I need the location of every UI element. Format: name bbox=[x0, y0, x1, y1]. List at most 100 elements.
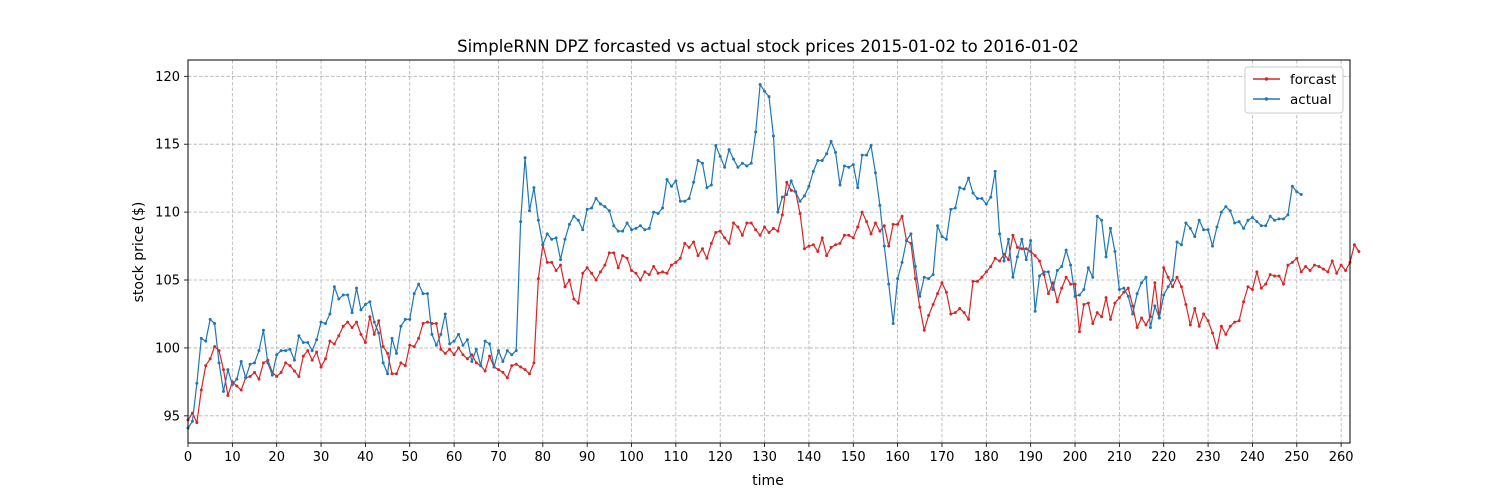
data-point-forcast bbox=[1330, 259, 1334, 263]
data-point-forcast bbox=[332, 342, 336, 346]
data-point-actual bbox=[430, 332, 434, 336]
data-point-forcast bbox=[998, 259, 1002, 263]
data-point-forcast bbox=[581, 271, 585, 275]
data-point-forcast bbox=[612, 251, 616, 255]
data-point-actual bbox=[785, 192, 789, 196]
data-point-actual bbox=[261, 328, 265, 332]
data-point-forcast bbox=[1184, 302, 1188, 306]
data-point-forcast bbox=[346, 320, 350, 324]
data-point-actual bbox=[465, 338, 469, 342]
data-point-actual bbox=[350, 311, 354, 315]
data-point-forcast bbox=[496, 368, 500, 372]
data-point-actual bbox=[310, 349, 314, 353]
data-point-forcast bbox=[372, 332, 376, 336]
legend-label-actual: actual bbox=[1290, 92, 1332, 108]
data-point-actual bbox=[341, 293, 345, 297]
data-point-actual bbox=[820, 159, 824, 162]
data-point-forcast bbox=[661, 270, 665, 274]
data-point-forcast bbox=[647, 273, 651, 277]
data-point-forcast bbox=[1215, 346, 1219, 350]
data-point-forcast bbox=[284, 361, 288, 365]
data-point-forcast bbox=[1339, 263, 1343, 267]
data-point-actual bbox=[922, 275, 926, 279]
data-point-forcast bbox=[1179, 285, 1183, 289]
data-point-actual bbox=[860, 153, 864, 157]
data-point-actual bbox=[1175, 240, 1179, 244]
data-point-forcast bbox=[1202, 312, 1206, 316]
data-point-forcast bbox=[891, 222, 895, 226]
data-point-actual bbox=[1202, 228, 1206, 232]
data-point-forcast bbox=[683, 241, 687, 245]
data-point-forcast bbox=[257, 377, 261, 381]
x-tick-label: 160 bbox=[885, 450, 910, 465]
data-point-forcast bbox=[1295, 256, 1299, 260]
data-point-actual bbox=[811, 169, 815, 173]
y-tick-label: 100 bbox=[155, 341, 180, 356]
data-point-actual bbox=[470, 360, 474, 364]
data-point-actual bbox=[1273, 218, 1277, 222]
data-point-actual bbox=[829, 139, 833, 143]
data-point-actual bbox=[851, 163, 855, 167]
data-point-actual bbox=[590, 206, 594, 210]
data-point-forcast bbox=[953, 311, 957, 315]
x-tick-label: 20 bbox=[268, 450, 285, 465]
data-point-actual bbox=[1100, 218, 1104, 222]
data-point-forcast bbox=[204, 364, 208, 368]
data-point-forcast bbox=[1015, 245, 1019, 249]
data-point-actual bbox=[1259, 224, 1263, 228]
data-point-actual bbox=[394, 351, 398, 355]
data-point-actual bbox=[661, 206, 665, 210]
data-point-actual bbox=[253, 361, 257, 365]
data-point-forcast bbox=[443, 351, 447, 355]
data-point-actual bbox=[390, 336, 394, 340]
data-point-actual bbox=[1095, 214, 1099, 218]
legend-label-forcast: forcast bbox=[1290, 72, 1336, 88]
data-point-forcast bbox=[1219, 324, 1223, 328]
chart-title: SimpleRNN DPZ forcasted vs actual stock … bbox=[457, 37, 1079, 56]
data-point-actual bbox=[758, 82, 762, 86]
data-point-forcast bbox=[510, 364, 514, 368]
data-point-forcast bbox=[621, 254, 625, 258]
data-point-forcast bbox=[1064, 275, 1068, 279]
data-point-forcast bbox=[550, 260, 554, 264]
data-point-forcast bbox=[634, 271, 638, 275]
data-point-forcast bbox=[838, 241, 842, 245]
data-point-actual bbox=[257, 349, 261, 353]
data-point-forcast bbox=[785, 180, 789, 184]
data-point-actual bbox=[603, 205, 607, 209]
data-point-forcast bbox=[931, 302, 935, 306]
data-point-actual bbox=[984, 202, 988, 206]
data-point-forcast bbox=[359, 332, 363, 336]
data-point-forcast bbox=[381, 345, 385, 349]
data-point-forcast bbox=[1250, 288, 1254, 292]
data-point-actual bbox=[559, 258, 563, 262]
data-point-forcast bbox=[1033, 254, 1037, 258]
data-point-actual bbox=[949, 207, 953, 211]
data-point-actual bbox=[847, 165, 851, 169]
data-point-actual bbox=[958, 186, 962, 190]
data-point-forcast bbox=[754, 228, 758, 232]
data-point-actual bbox=[825, 152, 829, 156]
data-point-forcast bbox=[798, 211, 802, 215]
x-tick-label: 90 bbox=[579, 450, 596, 465]
data-point-actual bbox=[1038, 274, 1042, 278]
data-point-actual bbox=[913, 264, 917, 268]
data-point-actual bbox=[576, 218, 580, 222]
data-point-forcast bbox=[758, 233, 762, 237]
data-point-forcast bbox=[1073, 282, 1077, 286]
data-point-actual bbox=[780, 195, 784, 199]
data-point-actual bbox=[306, 341, 310, 344]
data-point-forcast bbox=[1259, 286, 1263, 290]
data-point-forcast bbox=[736, 225, 740, 229]
data-point-actual bbox=[563, 237, 567, 241]
data-point-actual bbox=[896, 277, 900, 281]
data-point-actual bbox=[1215, 225, 1219, 229]
data-point-actual bbox=[776, 210, 780, 214]
data-point-actual bbox=[284, 349, 288, 353]
data-point-actual bbox=[625, 221, 629, 225]
data-point-forcast bbox=[1264, 282, 1268, 286]
data-point-forcast bbox=[261, 361, 265, 365]
x-tick-label: 60 bbox=[446, 450, 463, 465]
data-point-actual bbox=[292, 358, 296, 362]
data-point-actual bbox=[457, 332, 461, 336]
